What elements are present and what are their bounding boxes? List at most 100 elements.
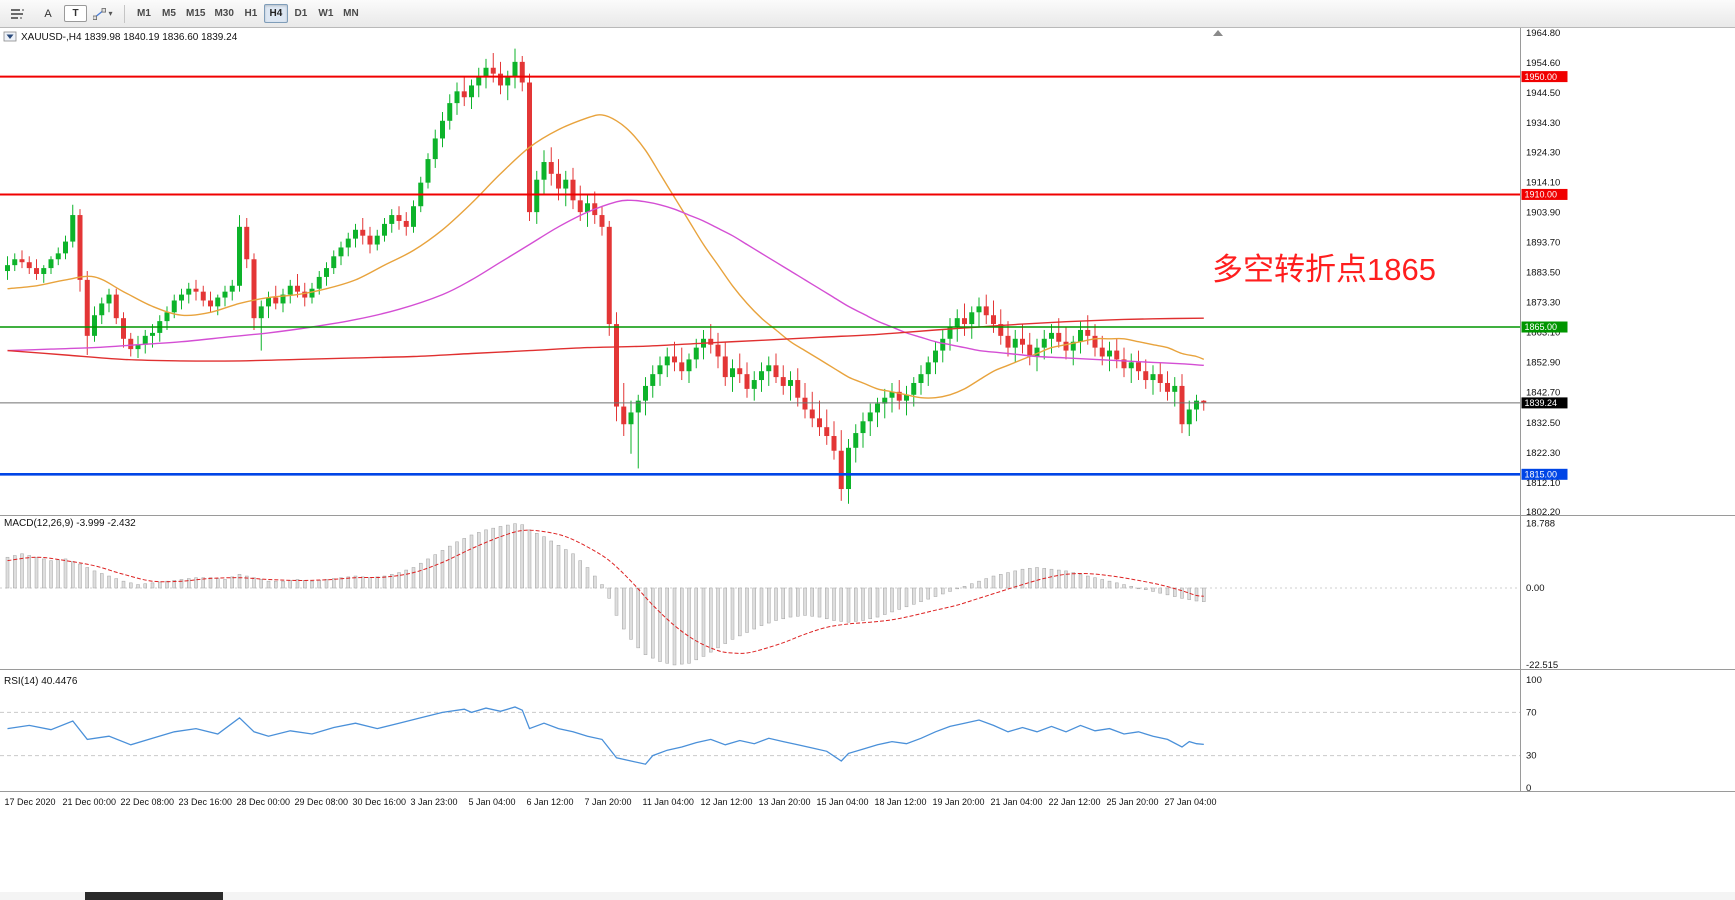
candle-body: [1201, 400, 1207, 403]
chart-background: [0, 28, 1735, 900]
candle-body: [389, 215, 395, 224]
svg-text:13 Jan 20:00: 13 Jan 20:00: [759, 797, 811, 807]
chart-shift-marker-icon: [1213, 30, 1223, 36]
candle-body: [258, 306, 264, 319]
annotation-text[interactable]: 多空转折点1865: [1212, 252, 1436, 287]
timeframe-button-m15[interactable]: M15: [186, 8, 206, 19]
price-scale: 1964.80 1954.60 1944.50 1934.30 1924.30 1914.…: [1526, 28, 1560, 518]
svg-text:1954.60: 1954.60: [1526, 58, 1560, 69]
svg-text:1924.30: 1924.30: [1526, 147, 1560, 158]
svg-text:28 Dec 00:00: 28 Dec 00:00: [237, 797, 291, 807]
candle-body: [505, 76, 511, 86]
candle-body: [983, 306, 989, 316]
candle-body: [1056, 332, 1062, 342]
timeframe-button-h4[interactable]: H4: [263, 4, 288, 23]
candle-body: [1150, 374, 1156, 381]
candle-body: [425, 159, 431, 183]
candle-body: [287, 285, 293, 295]
candle-body: [976, 306, 982, 313]
candle-body: [432, 138, 438, 160]
svg-text:3 Jan 23:00: 3 Jan 23:00: [411, 797, 458, 807]
svg-text:1883.50: 1883.50: [1526, 268, 1560, 279]
cursor-a-button[interactable]: A: [34, 3, 62, 25]
candle-body: [998, 324, 1004, 336]
timeframe-button-m1[interactable]: M1: [137, 8, 151, 19]
timeframe-button-mn[interactable]: MN: [343, 8, 359, 19]
candle-body: [730, 368, 735, 378]
candle-body: [708, 338, 714, 345]
candle-body: [476, 76, 482, 86]
candle-body: [244, 226, 250, 260]
candle-body: [403, 220, 409, 227]
candle-body: [817, 418, 822, 428]
svg-text:1950.00: 1950.00: [1525, 72, 1558, 82]
candle-body: [954, 318, 960, 328]
candle-body: [1027, 344, 1033, 357]
candle-body: [367, 235, 373, 245]
candle-body: [643, 385, 648, 401]
ma-slow-red-line: [7, 317, 1204, 362]
candle-body: [171, 300, 177, 313]
candle-body: [179, 294, 184, 301]
candle-body: [1114, 350, 1120, 360]
svg-text:18 Jan 12:00: 18 Jan 12:00: [875, 797, 927, 807]
svg-text:1893.70: 1893.70: [1526, 237, 1560, 248]
candle-body: [1186, 409, 1192, 425]
candle-body: [498, 73, 503, 86]
candle-body: [99, 303, 105, 316]
candle-body: [606, 226, 612, 325]
level-lines[interactable]: [0, 75, 1520, 476]
candle-body: [541, 162, 547, 180]
timeframe-button-d1[interactable]: D1: [294, 8, 308, 19]
candle-body: [77, 215, 83, 280]
candle-body: [26, 262, 32, 269]
candle-body: [969, 312, 975, 325]
candle-body: [621, 406, 627, 425]
candle-body: [63, 241, 68, 254]
candle-body: [585, 203, 590, 213]
candle-body: [867, 412, 873, 422]
rsi-line: [7, 706, 1204, 765]
svg-text:1873.30: 1873.30: [1526, 298, 1560, 309]
candle-body: [469, 85, 474, 98]
candle-body: [519, 61, 525, 83]
svg-text:6 Jan 12:00: 6 Jan 12:00: [527, 797, 574, 807]
objects-icon: [93, 7, 107, 20]
symbol-ohlc-label: XAUUSD-,H4 1839.98 1840.19 1836.60 1839.…: [21, 32, 238, 43]
svg-text:21 Jan 04:00: 21 Jan 04:00: [991, 797, 1043, 807]
candle-body: [556, 173, 561, 189]
candle-body: [215, 297, 221, 307]
svg-text:0: 0: [1526, 783, 1531, 794]
objects-tool-button[interactable]: ▾: [89, 3, 117, 25]
chart-canvas[interactable]: 1964.80 1954.60 1944.50 1934.30 1924.30 1914.…: [0, 28, 1735, 900]
candle-body: [875, 403, 880, 413]
candle-body: [295, 285, 300, 292]
scrollbar-thumb[interactable]: [85, 892, 223, 900]
svg-text:1822.30: 1822.30: [1526, 448, 1560, 459]
charts-list-icon[interactable]: [4, 3, 32, 25]
candle-body: [374, 235, 380, 245]
svg-text:29 Dec 08:00: 29 Dec 08:00: [295, 797, 349, 807]
timeframe-button-m5[interactable]: M5: [162, 8, 176, 19]
text-tool-button[interactable]: T: [64, 5, 87, 22]
candle-body: [599, 215, 605, 227]
candle-body: [962, 318, 967, 325]
candle-body: [200, 291, 206, 301]
candle-body: [208, 300, 213, 307]
candle-body: [570, 179, 576, 201]
candle-body: [128, 338, 134, 350]
timeframe-button-m30[interactable]: M30: [214, 8, 234, 19]
timeframe-button-w1[interactable]: W1: [318, 8, 334, 19]
svg-text:1903.90: 1903.90: [1526, 207, 1560, 218]
candle-body: [19, 259, 25, 263]
candle-body: [483, 67, 489, 77]
horizontal-scrollbar[interactable]: [0, 892, 1735, 900]
candle-body: [759, 371, 764, 381]
timeframe-button-h1[interactable]: H1: [244, 8, 258, 19]
svg-text:1914.10: 1914.10: [1526, 177, 1560, 188]
svg-text:1842.70: 1842.70: [1526, 388, 1560, 399]
candle-body: [1063, 341, 1069, 351]
candle-body: [490, 67, 496, 74]
candle-body: [338, 247, 344, 257]
candle-body: [360, 229, 366, 236]
